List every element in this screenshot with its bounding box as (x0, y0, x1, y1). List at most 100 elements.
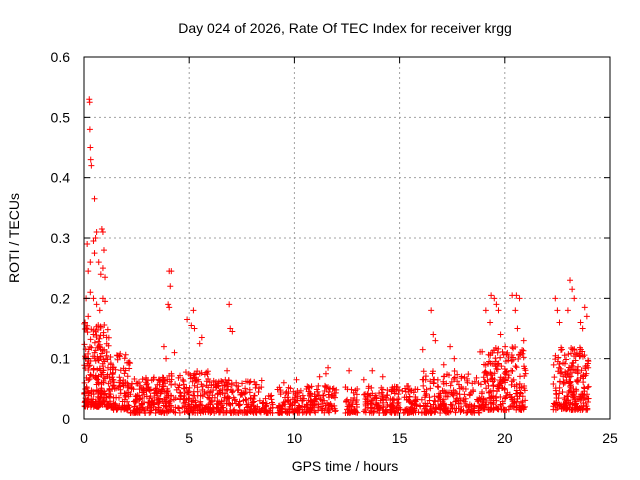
data-point (447, 401, 454, 408)
data-point (392, 409, 399, 416)
data-point (130, 386, 137, 393)
data-point (575, 363, 582, 370)
data-point (430, 401, 437, 408)
data-point (576, 344, 583, 351)
data-point (420, 368, 427, 375)
data-point (456, 395, 463, 402)
data-point (466, 406, 473, 413)
data-point (192, 399, 199, 406)
data-point (422, 373, 429, 380)
data-point (84, 396, 91, 403)
data-point (426, 397, 433, 404)
data-point (103, 340, 110, 347)
data-point (470, 387, 477, 394)
data-point (556, 319, 563, 326)
data-point (556, 360, 563, 367)
data-point (107, 366, 114, 373)
data-point (160, 377, 167, 384)
data-point (176, 389, 183, 396)
data-point (391, 390, 398, 397)
data-point (469, 409, 476, 416)
data-point (156, 381, 163, 388)
data-point (155, 404, 162, 411)
data-point (294, 409, 301, 416)
data-point (510, 354, 517, 361)
data-point (293, 376, 300, 383)
data-point (285, 396, 292, 403)
data-point (427, 408, 434, 415)
data-point (490, 383, 497, 390)
data-point (435, 393, 442, 400)
data-point (481, 369, 488, 376)
data-point (517, 373, 524, 380)
data-point (406, 398, 413, 405)
data-point (184, 389, 191, 396)
data-point (95, 259, 102, 266)
data-point (418, 396, 425, 403)
data-point (567, 277, 574, 284)
data-point (181, 408, 188, 415)
data-point (211, 394, 218, 401)
data-point (240, 389, 247, 396)
data-point (209, 392, 216, 399)
data-point (503, 368, 510, 375)
data-point (221, 394, 228, 401)
data-point (396, 404, 403, 411)
data-point (82, 319, 89, 326)
data-point (449, 391, 456, 398)
data-point (184, 316, 191, 323)
data-point (369, 367, 376, 374)
data-point (569, 406, 576, 413)
data-point (367, 405, 374, 412)
data-point (164, 388, 171, 395)
data-point (147, 393, 154, 400)
data-point (247, 408, 254, 415)
data-point (489, 378, 496, 385)
data-point (390, 403, 397, 410)
data-point (377, 405, 384, 412)
data-point (461, 391, 468, 398)
data-point (495, 406, 502, 413)
data-point (489, 349, 496, 356)
data-point (465, 371, 472, 378)
data-point (560, 380, 567, 387)
data-point (493, 301, 500, 308)
data-point (463, 402, 470, 409)
data-point (414, 386, 421, 393)
data-point (483, 385, 490, 392)
axis-ticks (83, 56, 611, 420)
data-point (316, 373, 323, 380)
y-tick-label: 0.3 (51, 230, 71, 246)
data-point (561, 379, 568, 386)
data-point (569, 369, 576, 376)
data-point (495, 381, 502, 388)
data-point (384, 402, 391, 409)
data-point (331, 389, 338, 396)
data-point (176, 396, 183, 403)
data-point (322, 405, 329, 412)
data-point (179, 404, 186, 411)
data-point (513, 406, 520, 413)
data-point (95, 379, 102, 386)
chart-title: Day 024 of 2026, Rate Of TEC Index for r… (178, 20, 512, 36)
data-point (508, 381, 515, 388)
data-point (176, 405, 183, 412)
data-point (235, 401, 242, 408)
data-point (434, 376, 441, 383)
data-point (175, 384, 182, 391)
plot-frame (83, 56, 611, 420)
data-point (441, 407, 448, 414)
data-point (263, 400, 270, 407)
data-point (162, 403, 169, 410)
data-point (562, 371, 569, 378)
data-point (247, 394, 254, 401)
data-point (350, 389, 357, 396)
data-point (344, 406, 351, 413)
data-point (284, 394, 291, 401)
data-point (96, 335, 103, 342)
data-point (298, 397, 305, 404)
data-point (90, 388, 97, 395)
data-point (391, 397, 398, 404)
data-point (464, 377, 471, 384)
data-point (498, 378, 505, 385)
